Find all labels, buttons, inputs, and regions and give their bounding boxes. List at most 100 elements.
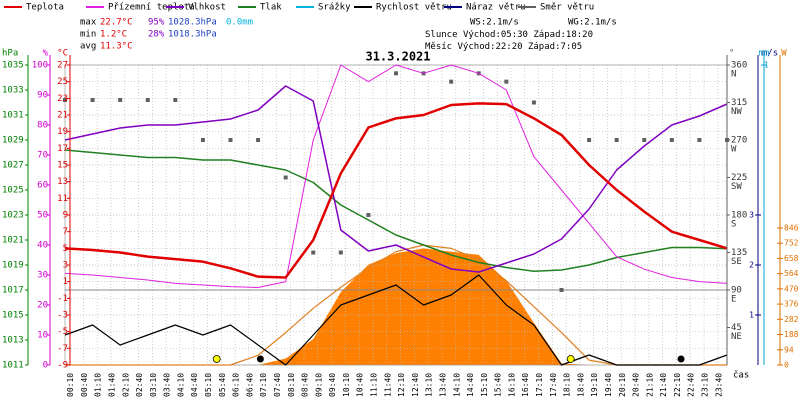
y-tick-label: 1035	[2, 61, 24, 71]
x-tick-label: 13:40	[438, 373, 447, 397]
moon-marker	[256, 355, 264, 363]
x-tick-label: 14:10	[452, 373, 461, 397]
compass-label: SE	[731, 257, 742, 267]
x-tick-label: 19:40	[604, 373, 613, 397]
axis-unit: °	[729, 49, 734, 59]
direction-dot	[338, 250, 343, 255]
x-tick-label: 09:10	[314, 373, 323, 397]
y-tick-label: 752	[784, 239, 799, 248]
x-tick-label: 07:40	[273, 373, 282, 397]
y-tick-label: 360	[731, 61, 747, 71]
y-tick-label: 1031	[2, 111, 24, 121]
stat-value: 0.0mm	[226, 18, 253, 28]
solar-area	[65, 248, 727, 365]
y-tick-label: 70	[37, 151, 48, 161]
x-tick-label: 22:40	[687, 373, 696, 397]
astro-part: Slunce	[425, 30, 458, 40]
y-tick-label: 1	[764, 61, 769, 70]
direction-dot	[504, 79, 509, 84]
y-tick-label: 1	[749, 311, 754, 320]
astro-part: Východ:	[463, 30, 501, 40]
wind-speed-stat: WS:2.1m/s	[470, 18, 519, 28]
x-tick-label: 09:40	[328, 373, 337, 397]
x-tick-label: 20:40	[632, 373, 641, 397]
axis-unit: °C	[57, 49, 68, 59]
y-tick-label: 0	[43, 361, 48, 371]
astro-part: Západ:	[528, 42, 561, 52]
y-tick-label: 25	[57, 77, 68, 87]
x-tick-label: 07:10	[259, 373, 268, 397]
x-tick-label: 10:40	[356, 373, 365, 397]
y-tick-label: 564	[784, 269, 799, 278]
direction-dot	[200, 138, 205, 142]
stat-value: 22.7°C	[100, 18, 133, 28]
y-tick-label: -7	[57, 344, 68, 354]
y-tick-label: 19	[57, 127, 68, 137]
compass-label: W	[731, 145, 737, 155]
y-tick-label: 90	[37, 91, 48, 101]
y-tick-label: 282	[784, 315, 799, 324]
direction-dot	[449, 79, 454, 84]
y-tick-label: 23	[57, 94, 68, 104]
y-tick-label: 30	[37, 271, 48, 281]
y-tick-label: 3	[63, 261, 68, 271]
stat-value: 1.2°C	[100, 30, 127, 40]
compass-label: NW	[731, 107, 742, 117]
y-tick-label: 1011	[2, 361, 24, 371]
x-tick-label: 04:40	[190, 373, 199, 397]
x-tick-label: 22:10	[673, 373, 682, 397]
direction-dot	[90, 98, 95, 102]
direction-dot	[311, 250, 316, 255]
compass-label: NE	[731, 332, 742, 342]
x-tick-label: 03:40	[163, 373, 172, 397]
direction-dot	[256, 138, 261, 142]
x-tick-label: 02:40	[135, 373, 144, 397]
x-tick-label: 13:10	[425, 373, 434, 397]
y-tick-label: -3	[57, 311, 68, 321]
y-tick-label: 1033	[2, 86, 24, 96]
x-tick-label: 01:40	[107, 373, 116, 397]
y-tick-label: 17	[57, 144, 68, 154]
direction-dot	[283, 175, 288, 180]
y-tick-label: 0	[784, 361, 789, 370]
series-line	[64, 64, 728, 288]
legend-label: Srážky	[318, 3, 351, 13]
compass-label: SW	[731, 182, 742, 192]
x-tick-label: 08:10	[287, 373, 296, 397]
stat-label: avg	[80, 42, 96, 52]
y-tick-label: 10	[37, 331, 48, 341]
x-tick-label: 16:10	[507, 373, 516, 397]
direction-dot	[118, 98, 123, 102]
direction-dot	[145, 98, 150, 102]
stat-value: 95%	[148, 18, 165, 28]
direction-dot	[228, 138, 233, 142]
sun-marker	[566, 355, 575, 363]
astro-part: Východ:	[458, 42, 496, 52]
y-tick-label: 135	[731, 248, 747, 258]
y-tick-label: 21	[57, 111, 68, 121]
astro-line: Měsíc Východ:22:20 Západ:7:05	[425, 42, 582, 52]
y-tick-label: 270	[731, 136, 747, 146]
direction-dot	[394, 71, 398, 76]
y-tick-label: 315	[731, 98, 747, 108]
stat-value: 1018.3hPa	[168, 30, 217, 40]
y-tick-label: -1	[57, 294, 68, 304]
y-tick-label: 1025	[2, 186, 24, 196]
astro-line: Slunce Východ:05:30 Západ:18:20	[425, 30, 593, 40]
direction-dot	[559, 288, 564, 292]
legend-label: Vlhkost	[188, 3, 226, 13]
y-tick-label: 376	[784, 300, 799, 309]
x-tick-label: 00:40	[80, 373, 89, 397]
compass-label: S	[731, 220, 736, 230]
y-tick-label: -5	[57, 327, 68, 337]
x-tick-label: 14:40	[466, 373, 475, 397]
direction-dot	[614, 138, 619, 142]
legend-label: Směr větru	[540, 3, 594, 13]
y-tick-label: 90	[731, 286, 742, 296]
x-tick-label: 06:40	[245, 373, 254, 397]
y-tick-label: 11	[57, 194, 68, 204]
x-tick-label: 21:10	[645, 373, 654, 397]
y-tick-label: 2	[749, 261, 754, 270]
y-tick-label: 7	[63, 227, 68, 237]
